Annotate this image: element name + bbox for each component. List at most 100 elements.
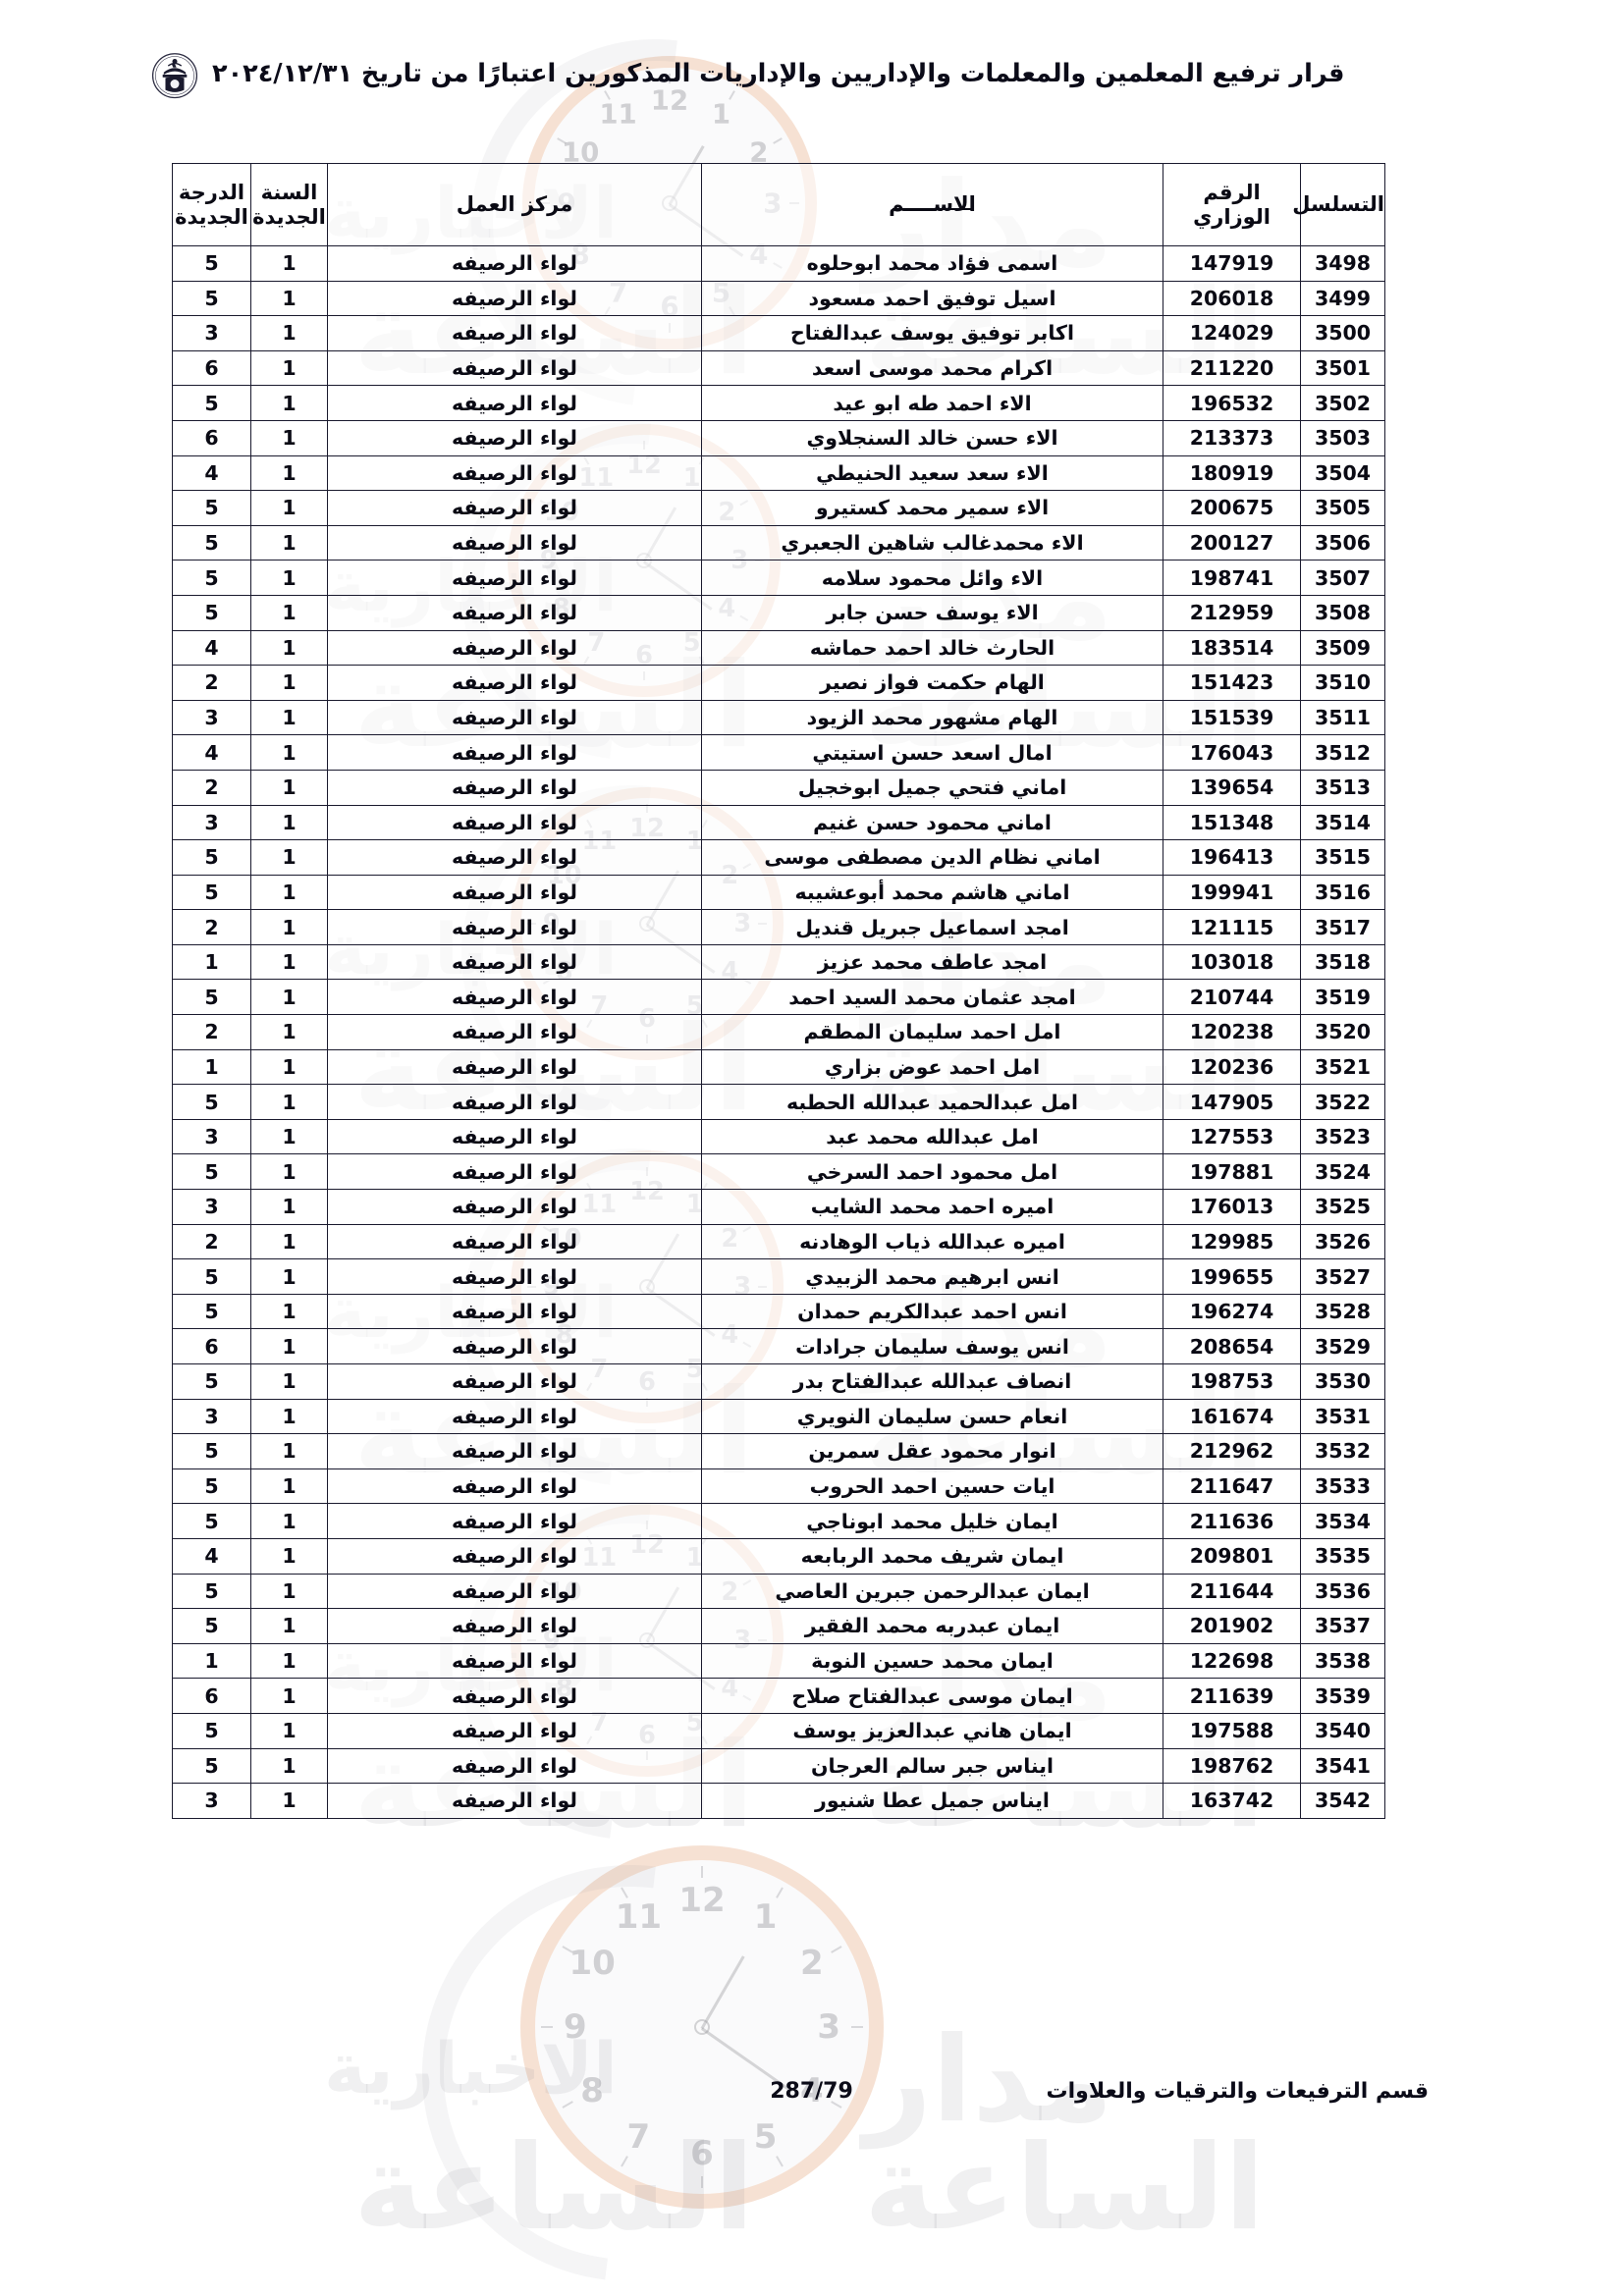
cell-new-year: 1 [250, 1678, 328, 1714]
cell-workplace: لواء الرصيفه [327, 1783, 702, 1819]
cell-new-grade: 3 [172, 699, 251, 736]
cell-new-year: 1 [250, 874, 328, 911]
cell-new-grade: 5 [172, 979, 251, 1016]
cell-new-grade: 6 [172, 419, 251, 456]
watermark-clock-number: 11 [615, 1897, 663, 1938]
cell-ministry-number: 212962 [1163, 1433, 1301, 1469]
table-row: 3500 124029 اكابر توفيق يوسف عبدالفتاح لواء… [172, 315, 1385, 351]
cell-new-grade: 3 [172, 1783, 251, 1819]
table-row: 3513 139654 اماني فتحي جميل ابوخجيل لواء ال… [172, 769, 1385, 806]
cell-ministry-number: 198741 [1163, 560, 1301, 596]
cell-workplace: لواء الرصيفه [327, 490, 702, 526]
cell-name: امال اسعد حسن استيتي [701, 734, 1163, 771]
cell-workplace: لواء الرصيفه [327, 280, 702, 317]
cell-workplace: لواء الرصيفه [327, 454, 702, 492]
table-row: 3535 209801 ايمان شريف محمد الربابعه لواء ا… [172, 1537, 1385, 1575]
cell-new-grade: 2 [172, 909, 251, 945]
cell-workplace: لواء الرصيفه [327, 1678, 702, 1714]
cell-sequence: 3501 [1300, 349, 1385, 387]
cell-new-grade: 3 [172, 804, 251, 841]
cell-new-year: 1 [250, 1189, 328, 1225]
cell-new-year: 1 [250, 280, 328, 317]
cell-new-grade: 5 [172, 1293, 251, 1330]
table-row: 3523 127553 امل عبدالله محمد عبد لواء الرصي… [172, 1118, 1385, 1155]
cell-name: الاء سعد سعيد الحنيطي [701, 454, 1163, 492]
cell-sequence: 3538 [1300, 1642, 1385, 1680]
cell-workplace: لواء الرصيفه [327, 1608, 702, 1644]
watermark-clock-tick [773, 137, 783, 144]
table-row: 3536 211644 ايمان عبدالرحمن جبرين العاصي لو… [172, 1573, 1385, 1610]
cell-workplace: لواء الرصيفه [327, 594, 702, 631]
cell-new-year: 1 [250, 1608, 328, 1644]
cell-new-year: 1 [250, 769, 328, 806]
cell-ministry-number: 163742 [1163, 1783, 1301, 1819]
cell-new-grade: 1 [172, 1642, 251, 1680]
table-header-row: التسلسل الرقم الوزاري الاســــم مركز الع… [172, 163, 1385, 246]
cell-sequence: 3524 [1300, 1153, 1385, 1191]
table-row: 3502 196532 الاء احمد طه ابو عيد لواء الرصي… [172, 385, 1385, 421]
cell-new-grade: 5 [172, 280, 251, 317]
cell-workplace: لواء الرصيفه [327, 943, 702, 981]
cell-ministry-number: 161674 [1163, 1398, 1301, 1435]
cell-ministry-number: 151348 [1163, 804, 1301, 841]
cell-new-grade: 5 [172, 1258, 251, 1295]
cell-new-year: 1 [250, 699, 328, 736]
cell-new-year: 1 [250, 385, 328, 421]
table-row: 3528 196274 انس احمد عبدالكريم حمدان لواء ا… [172, 1293, 1385, 1330]
cell-workplace: لواء الرصيفه [327, 629, 702, 667]
watermark-clock-tick [776, 1887, 784, 1898]
cell-name: ايمان شريف محمد الربابعه [701, 1537, 1163, 1575]
cell-new-grade: 4 [172, 734, 251, 771]
cell-new-grade: 5 [172, 1084, 251, 1120]
cell-sequence: 3532 [1300, 1433, 1385, 1469]
cell-sequence: 3505 [1300, 490, 1385, 526]
table-row: 3501 211220 اكرام محمد موسى اسعد لواء الرصي… [172, 349, 1385, 387]
cell-new-year: 1 [250, 1398, 328, 1435]
cell-new-year: 1 [250, 1642, 328, 1680]
cell-name: اكابر توفيق يوسف عبدالفتاح [701, 315, 1163, 351]
cell-sequence: 3523 [1300, 1118, 1385, 1155]
column-header-workplace: مركز العمل [327, 163, 702, 246]
watermark-clock-tick [621, 1887, 628, 1898]
cell-workplace: لواء الرصيفه [327, 1258, 702, 1295]
cell-new-grade: 4 [172, 629, 251, 667]
document-header: قرار ترفيع المعلمين والمعلمات والإداريين… [147, 47, 1596, 102]
cell-sequence: 3520 [1300, 1014, 1385, 1050]
cell-sequence: 3512 [1300, 734, 1385, 771]
cell-ministry-number: 213373 [1163, 419, 1301, 456]
cell-new-grade: 5 [172, 839, 251, 876]
cell-name: اماني محمود حسن غنيم [701, 804, 1163, 841]
cell-workplace: لواء الرصيفه [327, 734, 702, 771]
cell-workplace: لواء الرصيفه [327, 1328, 702, 1364]
cell-new-year: 1 [250, 1048, 328, 1086]
cell-ministry-number: 211636 [1163, 1503, 1301, 1539]
cell-sequence: 3514 [1300, 804, 1385, 841]
table-row: 3507 198741 الاء وائل محمود سلامه لواء الرص… [172, 560, 1385, 596]
cell-workplace: لواء الرصيفه [327, 315, 702, 351]
cell-new-grade: 5 [172, 245, 251, 282]
cell-workplace: لواء الرصيفه [327, 1712, 702, 1749]
cell-sequence: 3522 [1300, 1084, 1385, 1120]
table-row: 3520 120238 امل احمد سليمان المطقم لواء الر… [172, 1014, 1385, 1050]
cell-name: امل احمد سليمان المطقم [701, 1014, 1163, 1050]
cell-new-grade: 1 [172, 1048, 251, 1086]
watermark-clock-number: 1 [711, 97, 731, 131]
table-row: 3514 151348 اماني محمود حسن غنيم لواء الرصي… [172, 804, 1385, 841]
cell-sequence: 3517 [1300, 909, 1385, 945]
cell-new-year: 1 [250, 909, 328, 945]
cell-sequence: 3500 [1300, 315, 1385, 351]
cell-new-year: 1 [250, 979, 328, 1016]
cell-name: انس يوسف سليمان جرادات [701, 1328, 1163, 1364]
cell-sequence: 3536 [1300, 1573, 1385, 1610]
cell-new-year: 1 [250, 1783, 328, 1819]
table-row: 3510 151423 الهام حكمت فواز نصير لواء الرصي… [172, 665, 1385, 701]
cell-sequence: 3542 [1300, 1783, 1385, 1819]
cell-new-grade: 5 [172, 1468, 251, 1505]
page-title: قرار ترفيع المعلمين والمعلمات والإداريين… [212, 59, 1345, 89]
cell-workplace: لواء الرصيفه [327, 245, 702, 282]
watermark-clock-number: 10 [568, 1944, 616, 1984]
cell-new-year: 1 [250, 419, 328, 456]
table-row: 3509 183514 الحارث خالد احمد حماشه لواء الر… [172, 629, 1385, 667]
cell-new-year: 1 [250, 1014, 328, 1050]
watermark-clock-tick [541, 2026, 553, 2028]
